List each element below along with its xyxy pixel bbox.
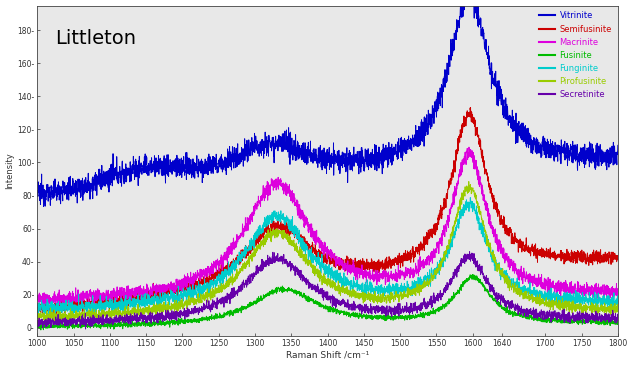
Fusinite (282, 287, 289, 292)
Funginite (51, 314, 59, 318)
Secretinite (282, 261, 289, 265)
Vitrinite (614, 143, 622, 147)
Pirofusinite (282, 234, 289, 238)
Line: Fusinite: Fusinite (37, 274, 618, 330)
Secretinite (614, 319, 622, 323)
Secretinite (134, 320, 142, 324)
Funginite (541, 292, 548, 296)
Vitrinite (282, 143, 289, 148)
Funginite (134, 300, 142, 304)
Fusinite (134, 323, 142, 328)
Pirofusinite (134, 310, 142, 315)
Semifusinite (34, 305, 41, 310)
Macrinite (282, 186, 289, 190)
Fusinite (603, 322, 611, 326)
Fusinite (34, 320, 41, 325)
Semifusinite (541, 249, 548, 253)
Funginite (603, 297, 611, 301)
Fusinite (469, 272, 477, 277)
Secretinite (603, 317, 611, 322)
Vitrinite (34, 192, 41, 197)
Funginite (256, 228, 264, 233)
Macrinite (541, 277, 548, 281)
Line: Funginite: Funginite (37, 197, 618, 316)
Fusinite (541, 319, 548, 323)
Macrinite (256, 202, 264, 207)
Funginite (614, 305, 622, 309)
Vitrinite (134, 183, 142, 188)
Line: Vitrinite: Vitrinite (37, 0, 618, 207)
Macrinite (54, 307, 61, 311)
Semifusinite (614, 254, 622, 258)
Y-axis label: Intensity: Intensity (6, 152, 15, 189)
X-axis label: Raman Shift /cm⁻¹: Raman Shift /cm⁻¹ (286, 350, 369, 360)
Vitrinite (256, 140, 264, 144)
Pirofusinite (614, 308, 622, 312)
Line: Secretinite: Secretinite (37, 252, 618, 329)
Macrinite (614, 292, 622, 297)
Macrinite (465, 145, 473, 149)
Pirofusinite (465, 179, 473, 184)
Semifusinite (603, 252, 611, 256)
Secretinite (541, 310, 548, 315)
Pirofusinite (34, 311, 41, 316)
Line: Semifusinite: Semifusinite (37, 108, 618, 316)
Macrinite (134, 289, 142, 293)
Text: Littleton: Littleton (55, 29, 135, 48)
Pirofusinite (100, 312, 108, 316)
Semifusinite (256, 237, 264, 241)
Semifusinite (134, 294, 142, 299)
Line: Macrinite: Macrinite (37, 147, 618, 309)
Secretinite (256, 266, 264, 270)
Secretinite (100, 322, 108, 326)
Fusinite (37, 328, 45, 332)
Pirofusinite (541, 302, 548, 307)
Semifusinite (100, 302, 108, 306)
Vitrinite (100, 169, 108, 173)
Pirofusinite (256, 246, 264, 250)
Funginite (100, 306, 108, 310)
Semifusinite (52, 314, 60, 319)
Legend: Vitrinite, Semifusinite, Macrinite, Fusinite, Funginite, Pirofusinite, Secretini: Vitrinite, Semifusinite, Macrinite, Fusi… (536, 8, 615, 103)
Pirofusinite (603, 305, 611, 309)
Secretinite (466, 250, 473, 254)
Vitrinite (40, 204, 47, 209)
Secretinite (82, 327, 89, 331)
Pirofusinite (41, 321, 48, 326)
Semifusinite (282, 228, 289, 233)
Fusinite (100, 322, 108, 326)
Vitrinite (603, 168, 611, 172)
Macrinite (34, 294, 41, 298)
Fusinite (614, 322, 622, 326)
Funginite (467, 195, 474, 200)
Funginite (34, 301, 41, 306)
Secretinite (34, 324, 41, 328)
Macrinite (603, 283, 611, 287)
Semifusinite (467, 105, 474, 110)
Macrinite (100, 292, 108, 296)
Line: Pirofusinite: Pirofusinite (37, 181, 618, 323)
Vitrinite (541, 153, 548, 157)
Funginite (282, 215, 289, 220)
Fusinite (256, 298, 264, 303)
